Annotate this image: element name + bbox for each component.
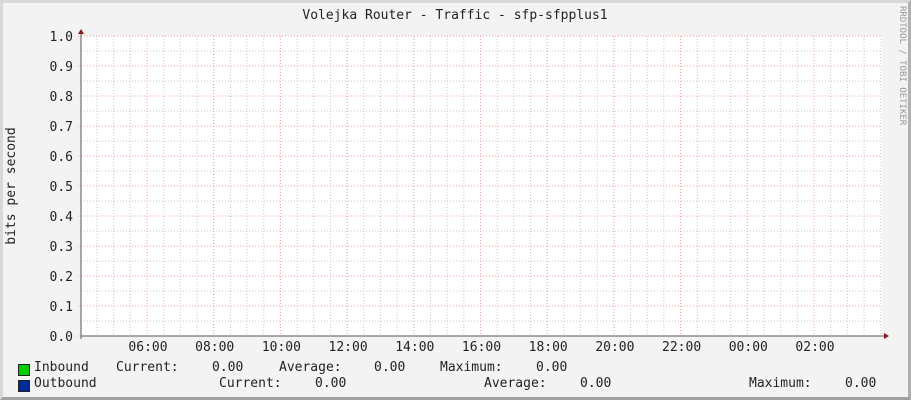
outbound-maximum: 0.00 [845,376,877,391]
outbound-average-label: Average: [484,376,547,391]
y-tick-label: 0.1 [50,300,73,315]
y-tick-label: 0.4 [50,210,74,225]
x-tick-label: 02:00 [795,340,834,355]
y-tick-label: 0.9 [50,60,73,75]
x-tick-label: 22:00 [662,340,701,355]
x-tick-label: 06:00 [128,340,167,355]
y-axis-arrow-icon [78,29,84,34]
y-tick-label: 0.7 [50,120,73,135]
y-tick-label: 0.2 [50,270,73,285]
inbound-maximum: 0.00 [536,360,568,375]
y-tick-label: 0.5 [50,180,73,195]
inbound-label: Inbound [34,360,89,375]
x-tick-label: 08:00 [195,340,234,355]
y-tick-label: 0.3 [50,240,73,255]
outbound-maximum-label: Maximum: [749,376,812,391]
watermark: RRDTOOL / TOBI OETIKER [897,6,907,126]
x-tick-label: 00:00 [729,340,768,355]
x-tick-label: 20:00 [595,340,634,355]
y-tick-label: 0.6 [50,150,73,165]
outbound-current: 0.00 [315,376,347,391]
inbound-swatch [18,364,30,376]
plot-area [81,36,882,336]
outbound-label: Outbound [34,376,97,391]
inbound-maximum-label: Maximum: [440,360,503,375]
y-axis-label: bits per second [4,127,19,244]
inbound-average: 0.00 [374,360,406,375]
chart-title: Volejka Router - Traffic - sfp-sfpplus1 [302,8,607,23]
x-axis-arrow-icon [884,333,889,339]
x-tick-label: 16:00 [462,340,501,355]
outbound-average: 0.00 [580,376,612,391]
outbound-swatch [18,380,30,392]
y-tick-label: 1.0 [50,30,73,45]
x-tick-label: 12:00 [329,340,368,355]
x-tick-label: 18:00 [529,340,568,355]
y-tick-label: 0.0 [50,330,73,345]
inbound-current: 0.00 [212,360,244,375]
inbound-average-label: Average: [279,360,342,375]
x-tick-label: 14:00 [395,340,434,355]
x-tick-label: 10:00 [262,340,301,355]
outbound-current-label: Current: [219,376,282,391]
y-tick-label: 0.8 [50,90,73,105]
inbound-current-label: Current: [116,360,179,375]
